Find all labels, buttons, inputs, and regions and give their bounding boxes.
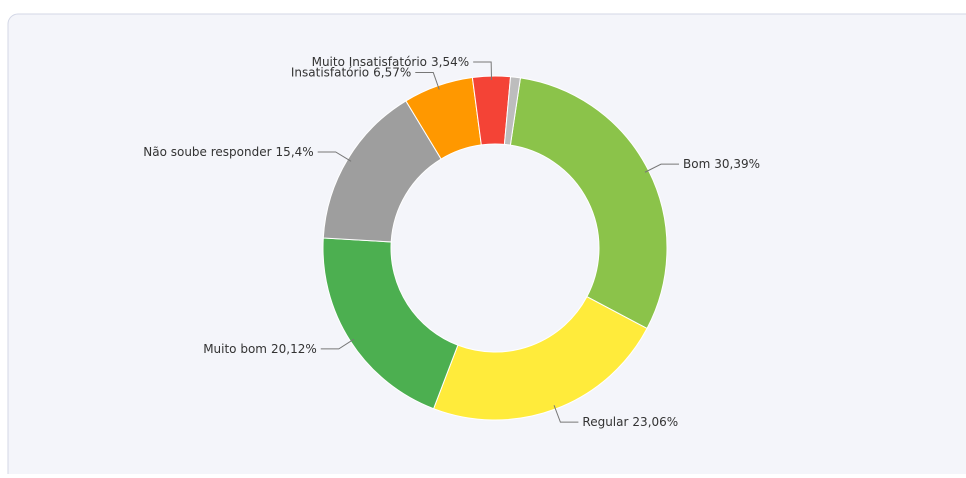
slice-name: Muito bom [203,341,267,355]
slice-value: 23,06% [632,415,678,429]
label-connector [320,338,355,350]
panel [7,13,966,478]
slice-name: Insatisfatório [291,65,369,79]
donut-slice [503,76,521,146]
label-connector [644,163,680,173]
slice-value: 3,54% [431,55,469,69]
label-connector [415,72,440,90]
slice-name: Regular [582,415,628,429]
slice-value: 6,57% [373,65,411,79]
slice-value: 15,4% [276,145,314,159]
donut-slice [432,295,648,421]
label-connector [317,151,352,162]
slice-label: Muito bom 20,12% [203,341,317,355]
slice-value: 20,12% [271,341,317,355]
label-connector [473,61,493,81]
slice-label: Insatisfatório 6,57% [291,65,411,79]
slice-label: Bom 30,39% [683,157,760,171]
slice-label: Regular 23,06% [582,415,678,429]
slice-label: Muito Insatisfatório 3,54% [312,55,470,69]
slice-name: Bom [683,157,710,171]
slice-name: Não soube responder [143,145,271,159]
slice-label: Não soube responder 15,4% [143,145,313,159]
donut-slice [509,77,668,330]
slice-name: Muito Insatisfatório [312,55,427,69]
label-connector [553,405,579,423]
slice-value: 30,39% [714,157,760,171]
